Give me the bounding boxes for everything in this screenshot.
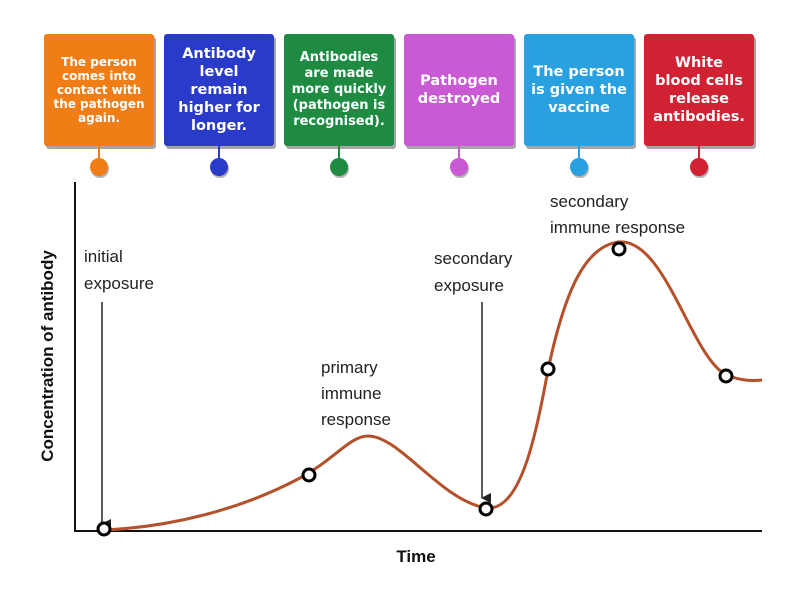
x-axis-label: Time (396, 547, 435, 566)
tile-pin[interactable] (210, 158, 228, 176)
antibody-curve (103, 240, 763, 532)
tile-stem (98, 146, 100, 160)
tile-stem (218, 146, 220, 160)
secondary-exposure-label: secondary (434, 249, 513, 268)
secondary-exposure-label: exposure (434, 276, 504, 295)
tile-label[interactable]: Pathogen destroyed (404, 34, 514, 146)
drop-target[interactable] (718, 368, 734, 384)
y-axis-label: Concentration of antibody (38, 250, 57, 462)
drop-target[interactable] (301, 467, 317, 483)
secondary-response-label: immune response (550, 218, 685, 237)
tile-antibody-higher[interactable]: Antibody level remain higher for longer. (164, 34, 274, 176)
tile-label[interactable]: The person comes into contact with the p… (44, 34, 154, 146)
tile-stem (458, 146, 460, 160)
drop-target[interactable] (478, 501, 494, 517)
tile-stem (698, 146, 700, 160)
primary-response-label: primary (321, 358, 378, 377)
primary-response-label: immune (321, 384, 381, 403)
drop-target[interactable] (96, 521, 112, 537)
tile-label[interactable]: Antibody level remain higher for longer. (164, 34, 274, 146)
tile-pin[interactable] (330, 158, 348, 176)
tile-pin[interactable] (570, 158, 588, 176)
tile-stem (578, 146, 580, 160)
tile-label[interactable]: Antibodies are made more quickly (pathog… (284, 34, 394, 146)
tile-white-blood-cells[interactable]: White blood cells release antibodies. (644, 34, 754, 176)
drop-target[interactable] (540, 361, 556, 377)
initial-exposure-label: initial (84, 247, 123, 266)
initial-exposure-label: exposure (84, 274, 154, 293)
tile-pin[interactable] (450, 158, 468, 176)
secondary-response-label: secondary (550, 192, 629, 211)
tile-pathogen-destroyed[interactable]: Pathogen destroyed (404, 34, 514, 176)
tile-stem (338, 146, 340, 160)
drop-target[interactable] (611, 241, 627, 257)
tile-pathogen-again[interactable]: The person comes into contact with the p… (44, 34, 154, 176)
tile-given-vaccine[interactable]: The person is given the vaccine (524, 34, 634, 176)
tile-pin[interactable] (690, 158, 708, 176)
tile-label[interactable]: White blood cells release antibodies. (644, 34, 754, 146)
tile-made-quickly[interactable]: Antibodies are made more quickly (pathog… (284, 34, 394, 176)
tile-label[interactable]: The person is given the vaccine (524, 34, 634, 146)
tile-pin[interactable] (90, 158, 108, 176)
primary-response-label: response (321, 410, 391, 429)
